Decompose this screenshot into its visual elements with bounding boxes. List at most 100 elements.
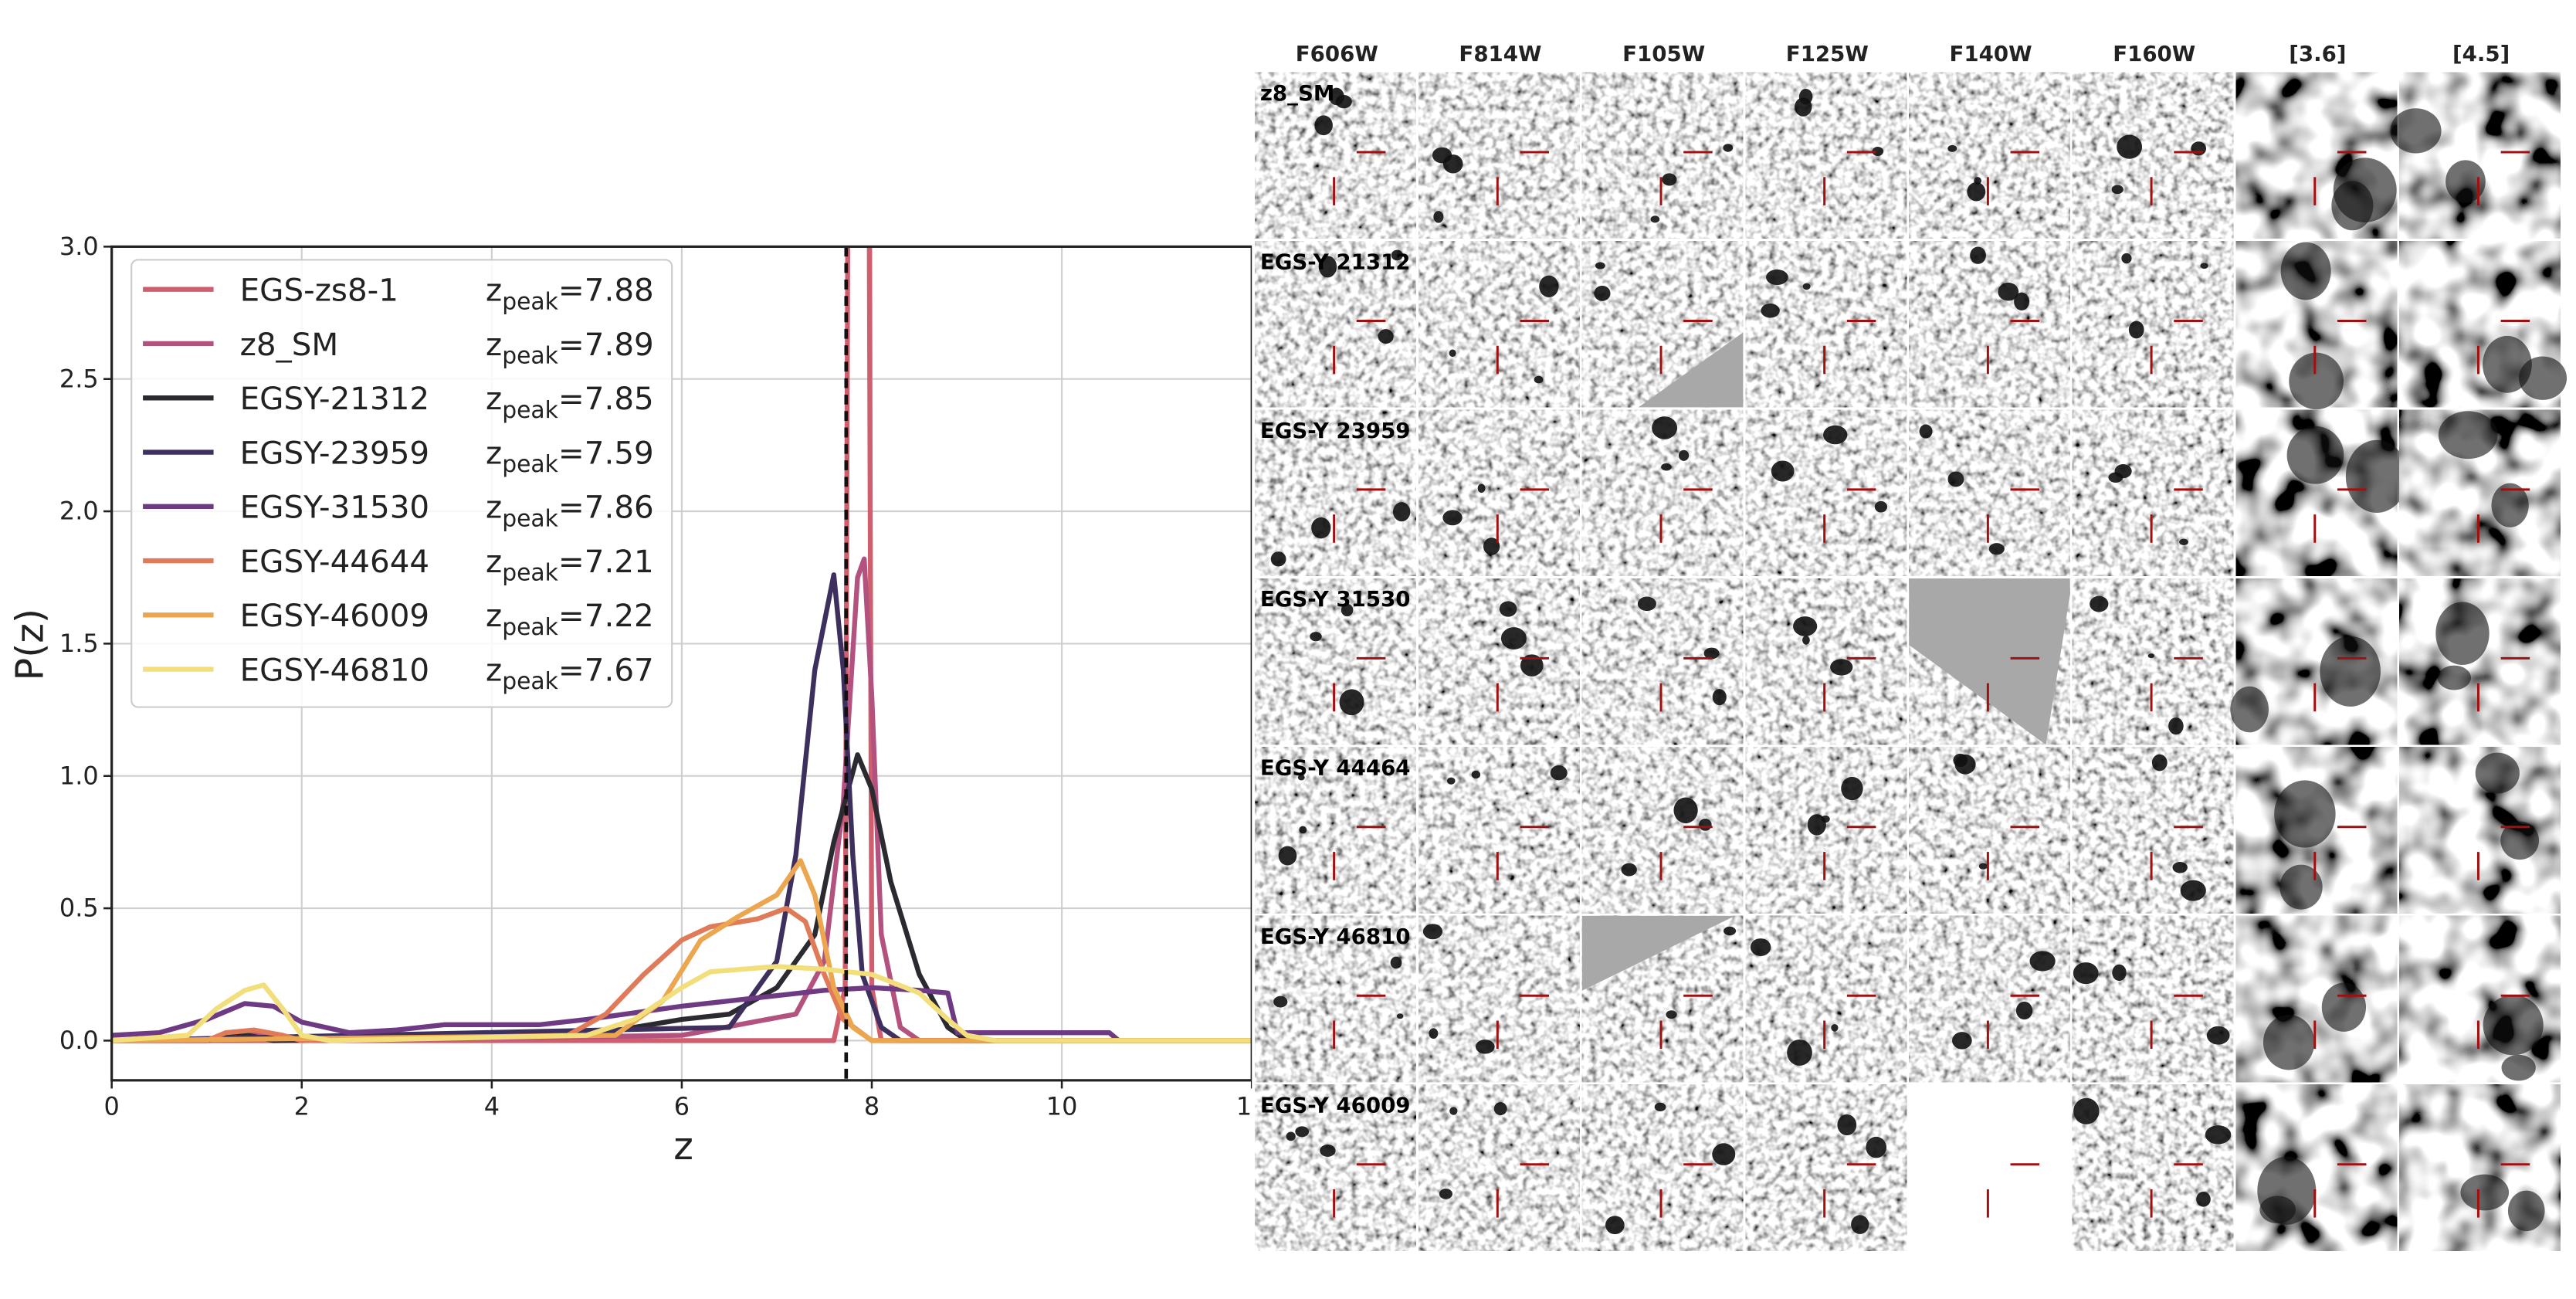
zpeak-subscript: peak: [502, 505, 558, 532]
stamp-source: [1278, 846, 1297, 866]
stamp-source: [2112, 964, 2127, 982]
legend-label: EGSY-23959: [240, 434, 430, 471]
stamp-image: [2235, 1084, 2398, 1251]
stamp-source: [1328, 87, 1344, 106]
stamp-source: [1947, 144, 1957, 152]
stamp-source: [1837, 1114, 1857, 1136]
stamp-source: [1666, 1010, 1677, 1019]
stamp-source: [1823, 425, 1848, 445]
zpeak-subscript: peak: [502, 560, 558, 587]
stamp-source: [1621, 863, 1637, 877]
stamp-source: [2501, 1054, 2536, 1081]
stamp-source: [1396, 1013, 1404, 1019]
stamp-source: [1390, 956, 1402, 969]
zpeak-sep: =: [558, 651, 585, 688]
stamp-source: [2500, 821, 2540, 860]
stamp-source: [1442, 510, 1463, 526]
stamp-source: [1341, 603, 1354, 617]
stamp-source: [2390, 108, 2442, 154]
y-tick-label: 0.0: [59, 1026, 99, 1055]
legend-label: EGSY-31530: [240, 489, 430, 526]
stamp-source: [2191, 141, 2207, 156]
x-tick-label: 10: [1046, 1092, 1078, 1121]
stamp-source: [1703, 647, 1720, 660]
stamp-source: [2090, 595, 2109, 612]
stamp-source: [2320, 636, 2381, 707]
zpeak-symbol: z: [486, 434, 502, 471]
zpeak-value: 7.88: [585, 272, 654, 309]
stamp-source: [2286, 426, 2344, 484]
stamp-source: [1798, 88, 1813, 105]
stamp-source: [1318, 256, 1337, 278]
stamp-source: [1866, 1136, 1887, 1158]
stamp-source: [1712, 1143, 1736, 1165]
stamp-source: [2147, 653, 2155, 659]
stamp-source: [1766, 269, 1788, 286]
x-tick-label: 4: [484, 1092, 500, 1121]
stamp-source: [1787, 1040, 1812, 1066]
y-tick-label: 1.5: [59, 629, 99, 658]
stamp-source: [2151, 754, 2168, 772]
stamp-source: [1273, 995, 1288, 1008]
stamp-source: [1673, 797, 1698, 823]
zpeak-sep: =: [558, 489, 585, 526]
stamp-source: [1392, 502, 1411, 522]
stamp-image: [1745, 747, 1907, 914]
stamp-image: [1745, 915, 1907, 1083]
stamp-source: [1471, 770, 1481, 779]
stamp-source: [1339, 689, 1364, 716]
stamp-source: [1493, 1102, 1507, 1116]
stamp-image: [1255, 409, 1416, 576]
stamp-image: [1909, 241, 2070, 408]
stamp-image: [2399, 578, 2561, 745]
stamp-image: [1745, 578, 1907, 745]
stamp-image: [1418, 241, 1580, 408]
stamp-source: [2029, 951, 2056, 972]
stamp-source: [1449, 1107, 1458, 1115]
stamp-source: [1433, 211, 1444, 223]
stamp-source: [1475, 1040, 1495, 1054]
stamp-source: [1974, 177, 1982, 185]
stamp-source: [2279, 864, 2323, 910]
pz-line: [111, 985, 1252, 1043]
stamp-source: [1654, 1102, 1666, 1112]
stamp-source: [2015, 1001, 2033, 1020]
stamp-source: [1821, 815, 1830, 823]
stamp-source: [2206, 1026, 2230, 1045]
stamp-image: [1745, 72, 1907, 239]
stamp-source: [1678, 449, 1690, 461]
zpeak-subscript: peak: [502, 451, 558, 478]
stamp-source: [2128, 321, 2144, 339]
stamp-source: [1761, 304, 1780, 318]
stamp-source: [2262, 1014, 2315, 1070]
stamp-source: [1520, 654, 1544, 677]
zpeak-sep: =: [558, 272, 585, 309]
legend-zpeak: zpeak=7.89: [486, 326, 654, 370]
row-label: EGS-Y 44464: [1260, 755, 1411, 781]
legend-label: EGSY-46810: [240, 651, 430, 688]
no-coverage: [1581, 915, 1735, 991]
stamp-image: [2399, 915, 2561, 1083]
stamp-source: [2205, 1125, 2232, 1145]
stamp-image: [1255, 1084, 1416, 1251]
filter-header: [4.5]: [2452, 41, 2510, 66]
legend-zpeak: zpeak=7.86: [486, 489, 654, 533]
no-coverage: [1909, 578, 2070, 745]
x-tick-label: 2: [294, 1092, 310, 1121]
legend-zpeak: zpeak=7.85: [486, 380, 654, 424]
stamp-source: [2073, 962, 2099, 985]
stamp-image: [2072, 241, 2234, 408]
x-tick-label: 8: [864, 1092, 880, 1121]
row-label: EGS-Y 23959: [1260, 418, 1411, 443]
legend-zpeak: zpeak=7.67: [486, 651, 654, 695]
filter-header: F140W: [1950, 41, 2032, 66]
stamp-source: [1446, 777, 1456, 785]
stamp-source: [2460, 1174, 2510, 1211]
filter-header: [3.6]: [2289, 41, 2346, 66]
stamp-source: [2446, 160, 2486, 203]
stamp-image: [1255, 578, 1416, 745]
legend-box: [130, 259, 673, 708]
stamp-source: [2345, 439, 2408, 513]
stamp-image: [1745, 1084, 1907, 1251]
stamp-source: [1378, 329, 1394, 344]
